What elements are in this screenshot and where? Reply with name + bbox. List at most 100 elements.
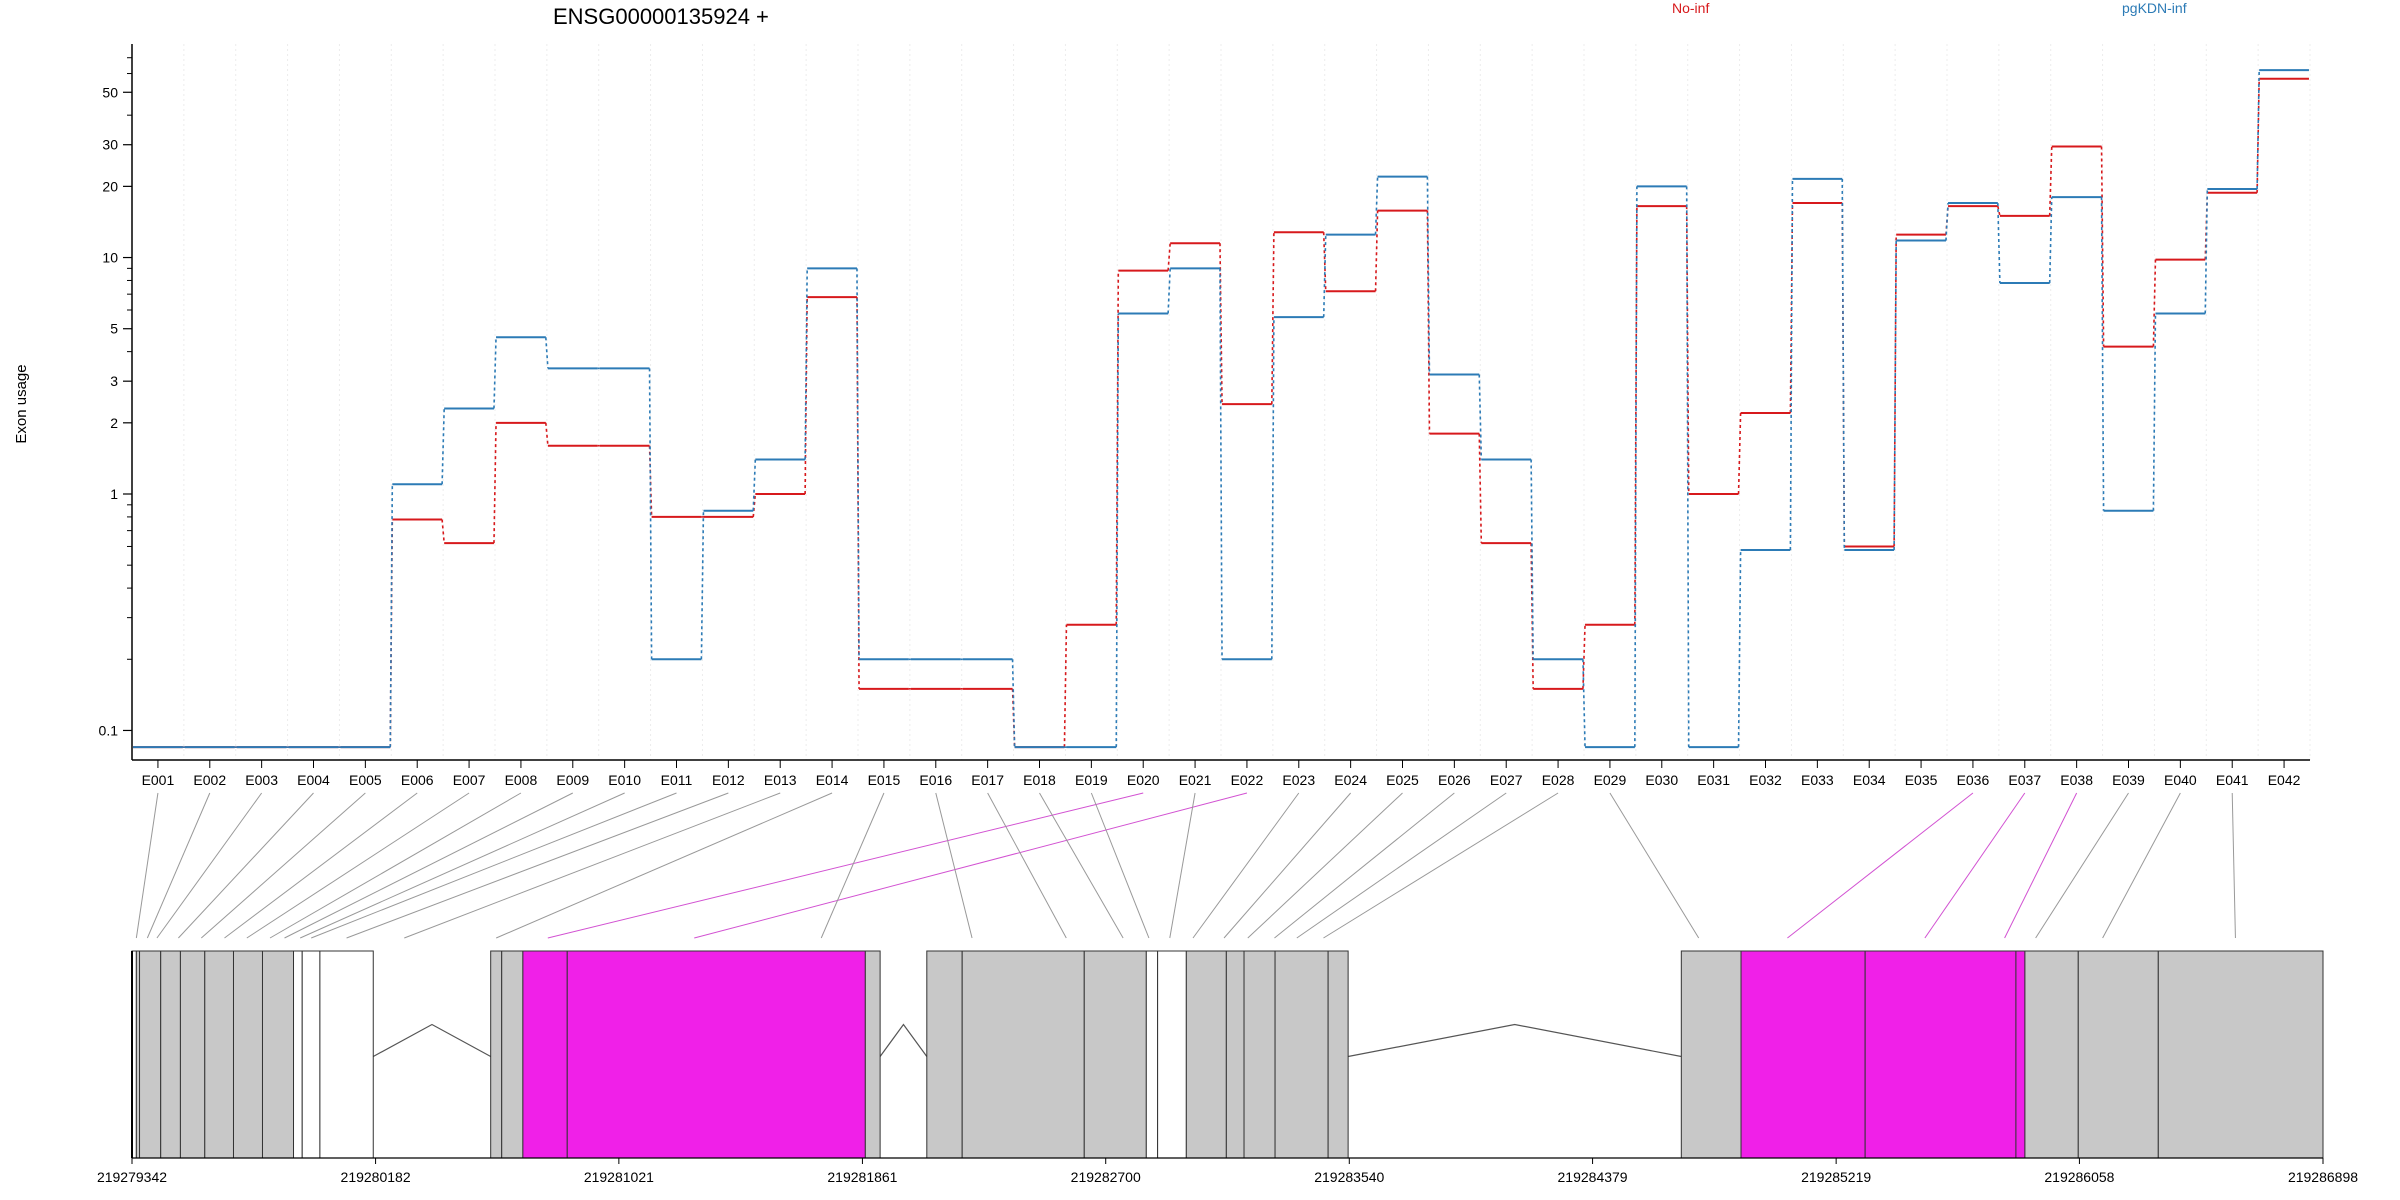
exon-connector <box>1296 792 1507 939</box>
exon-block <box>566 950 866 1159</box>
chart-title: ENSG00000135924 + <box>553 4 769 29</box>
exon-block <box>301 950 321 1159</box>
x-tick-label: E015 <box>868 772 901 788</box>
series-transition <box>1063 624 1068 748</box>
exon-connector <box>1787 792 1974 939</box>
x-tick-label: E017 <box>971 772 1004 788</box>
exon-block <box>293 950 303 1159</box>
exon-block <box>160 950 181 1159</box>
exon-connector <box>1609 792 1700 939</box>
series-transition <box>2204 188 2209 314</box>
exon-block <box>232 950 263 1159</box>
series-transition <box>441 519 445 544</box>
series-transition <box>1426 176 1431 375</box>
intron-line <box>1348 1023 1682 1058</box>
series-transition <box>1374 176 1379 235</box>
y-tick-label: 10 <box>102 250 118 266</box>
x-tick-label: E033 <box>1801 772 1834 788</box>
exon-connector <box>2102 792 2181 939</box>
series-transition <box>1737 413 1742 495</box>
x-tick-label: E031 <box>1697 772 1730 788</box>
series-transition <box>1374 210 1379 292</box>
x-tick-label: E025 <box>1386 772 1419 788</box>
series-transition <box>752 493 757 517</box>
exon-block <box>1225 950 1245 1159</box>
exon-connector <box>156 792 263 939</box>
series-transition <box>545 337 549 369</box>
x-tick-label: E010 <box>608 772 641 788</box>
exon-connector <box>1323 792 1559 939</box>
x-tick-label: E027 <box>1490 772 1523 788</box>
x-tick-label: E003 <box>245 772 278 788</box>
series-transition <box>1478 374 1483 460</box>
x-tick-label: E040 <box>2164 772 2197 788</box>
exon-block <box>2015 950 2026 1159</box>
genome-tick-label: 219285219 <box>1801 1169 1871 1185</box>
exon-connector <box>284 792 574 939</box>
genome-tick-label: 219281021 <box>584 1169 654 1185</box>
x-tick-label: E026 <box>1438 772 1471 788</box>
series-transition <box>2256 78 2260 193</box>
y-tick-label: 5 <box>110 321 118 337</box>
exon-block <box>1157 950 1187 1159</box>
series-transition <box>493 337 497 409</box>
x-tick-label: E036 <box>1957 772 1990 788</box>
exon-block <box>261 950 295 1159</box>
genome-tick-label: 219283540 <box>1314 1169 1384 1185</box>
exon-connector <box>935 792 973 939</box>
genome-tick-label: 219286898 <box>2288 1169 2358 1185</box>
genome-tick-label: 219280182 <box>341 1169 411 1185</box>
x-tick-label: E013 <box>764 772 797 788</box>
x-tick-label: E030 <box>1645 772 1678 788</box>
exon-connector <box>311 792 677 939</box>
exon-block <box>961 950 1085 1159</box>
x-tick-label: E007 <box>453 772 486 788</box>
exon-block <box>1327 950 1349 1159</box>
exon-block <box>1740 950 1866 1159</box>
exon-block <box>926 950 963 1159</box>
x-tick-label: E005 <box>349 772 382 788</box>
series-transition <box>1426 210 1431 434</box>
y-tick-label: 20 <box>102 178 118 194</box>
x-tick-label: E038 <box>2060 772 2093 788</box>
genome-tick-label: 219279342 <box>97 1169 167 1185</box>
series-transition <box>1115 313 1120 748</box>
y-axis-label: Exon usage <box>13 364 30 443</box>
exon-block <box>2077 950 2159 1159</box>
x-tick-label: E016 <box>919 772 952 788</box>
x-tick-label: E002 <box>193 772 226 788</box>
y-tick-label: 30 <box>102 137 118 153</box>
exon-block <box>139 950 162 1159</box>
series-transition <box>804 268 808 460</box>
exon-connector <box>1039 792 1124 939</box>
series-transition <box>648 445 653 517</box>
exon-connector <box>820 792 885 939</box>
x-tick-label: E020 <box>1127 772 1160 788</box>
series-transition <box>1634 206 1638 625</box>
x-tick-label: E008 <box>505 772 538 788</box>
x-axis: E001 E002 E003 E004 E005 E006 E007 E008 E009 E010… <box>132 759 2310 788</box>
genome-axis: 219279342 219280182 219281021 219281861 2192… <box>97 1157 2358 1185</box>
series-transition <box>493 422 497 544</box>
genome-tick-label: 219284379 <box>1558 1169 1628 1185</box>
series-transition <box>1789 178 1794 550</box>
series-transition <box>1271 317 1275 660</box>
x-tick-label: E014 <box>816 772 849 788</box>
y-tick-label: 2 <box>110 415 118 431</box>
exon-connector <box>496 792 833 939</box>
series-pgkdn-inf <box>133 69 2309 749</box>
series-transition <box>1167 243 1171 271</box>
x-tick-label: E023 <box>1282 772 1315 788</box>
exon-block <box>522 950 568 1159</box>
exon-block <box>179 950 206 1159</box>
exon-block <box>1145 950 1159 1159</box>
intron-line <box>372 1023 491 1058</box>
y-tick-label: 50 <box>102 84 118 100</box>
y-tick-label: 0.1 <box>99 722 119 738</box>
exon-block <box>1185 950 1227 1159</box>
series-transition <box>1737 549 1742 748</box>
exon-connector <box>1924 792 2026 939</box>
series-transition <box>1841 178 1846 550</box>
legend-entry-no-inf: No-inf <box>1672 0 1709 16</box>
